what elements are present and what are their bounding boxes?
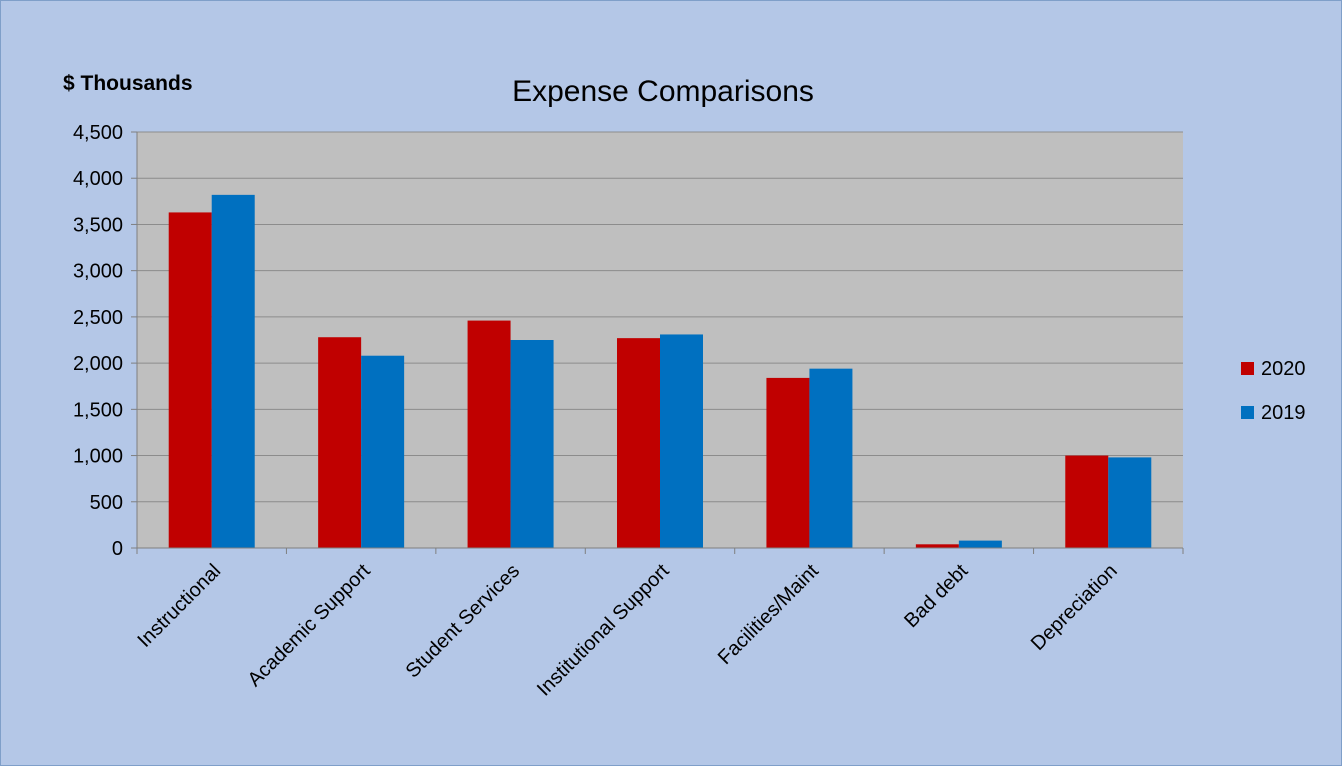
x-tick-label: Academic Support (244, 560, 375, 691)
bar-2019 (958, 540, 1002, 548)
y-tick-label: 4,500 (73, 122, 123, 144)
y-tick-label: 3,500 (73, 214, 123, 236)
bar-2020 (915, 544, 959, 548)
bar-2019 (361, 355, 405, 548)
y-axis-label: $ Thousands (63, 72, 193, 95)
y-tick-label: 2,000 (73, 353, 123, 375)
x-tick-label: Institutional Support (533, 560, 674, 701)
legend-swatch-2019 (1241, 406, 1254, 419)
x-tick-label: Depreciation (1027, 560, 1122, 655)
bar-2019 (510, 340, 554, 548)
legend-label-2020: 2020 (1261, 358, 1306, 380)
x-tick-label: Instructional (133, 560, 225, 652)
bar-2020 (168, 212, 212, 548)
bar-2020 (467, 320, 511, 548)
legend-label-2019: 2019 (1261, 402, 1306, 424)
bar-2020 (318, 337, 362, 548)
y-tick-label: 2,500 (73, 307, 123, 329)
y-tick-label: 4,000 (73, 168, 123, 190)
legend-swatch-2020 (1241, 362, 1254, 375)
x-tick-label: Facilities/Maint (714, 560, 823, 669)
axes (136, 132, 1184, 554)
bar-2020 (1065, 455, 1109, 548)
y-tick-label: 500 (90, 492, 123, 514)
bar-2019 (211, 194, 255, 548)
y-tick-labels: 0 500 1,000 1,500 2,000 2,500 3,000 3,500 4,000 4… (73, 122, 123, 560)
bar-2019 (809, 368, 853, 548)
y-tick-label: 3,000 (73, 261, 123, 283)
y-tick-label: 1,000 (73, 446, 123, 468)
chart-title: Expense Comparisons (512, 75, 814, 108)
y-tick-label: 0 (112, 538, 123, 560)
bar-2020 (617, 338, 660, 548)
y-tick-label: 1,500 (73, 399, 123, 421)
legend: 2020 2019 (1241, 358, 1306, 424)
x-tick-label: Student Services (402, 560, 524, 682)
x-tick-labels: Instructional Academic Support Student Ser… (133, 560, 1121, 701)
x-tick-label: Bad debt (900, 560, 972, 632)
bar-2020 (766, 377, 810, 548)
bar-2019 (1108, 457, 1152, 548)
bar-2019 (660, 334, 703, 548)
bars (168, 194, 1152, 548)
